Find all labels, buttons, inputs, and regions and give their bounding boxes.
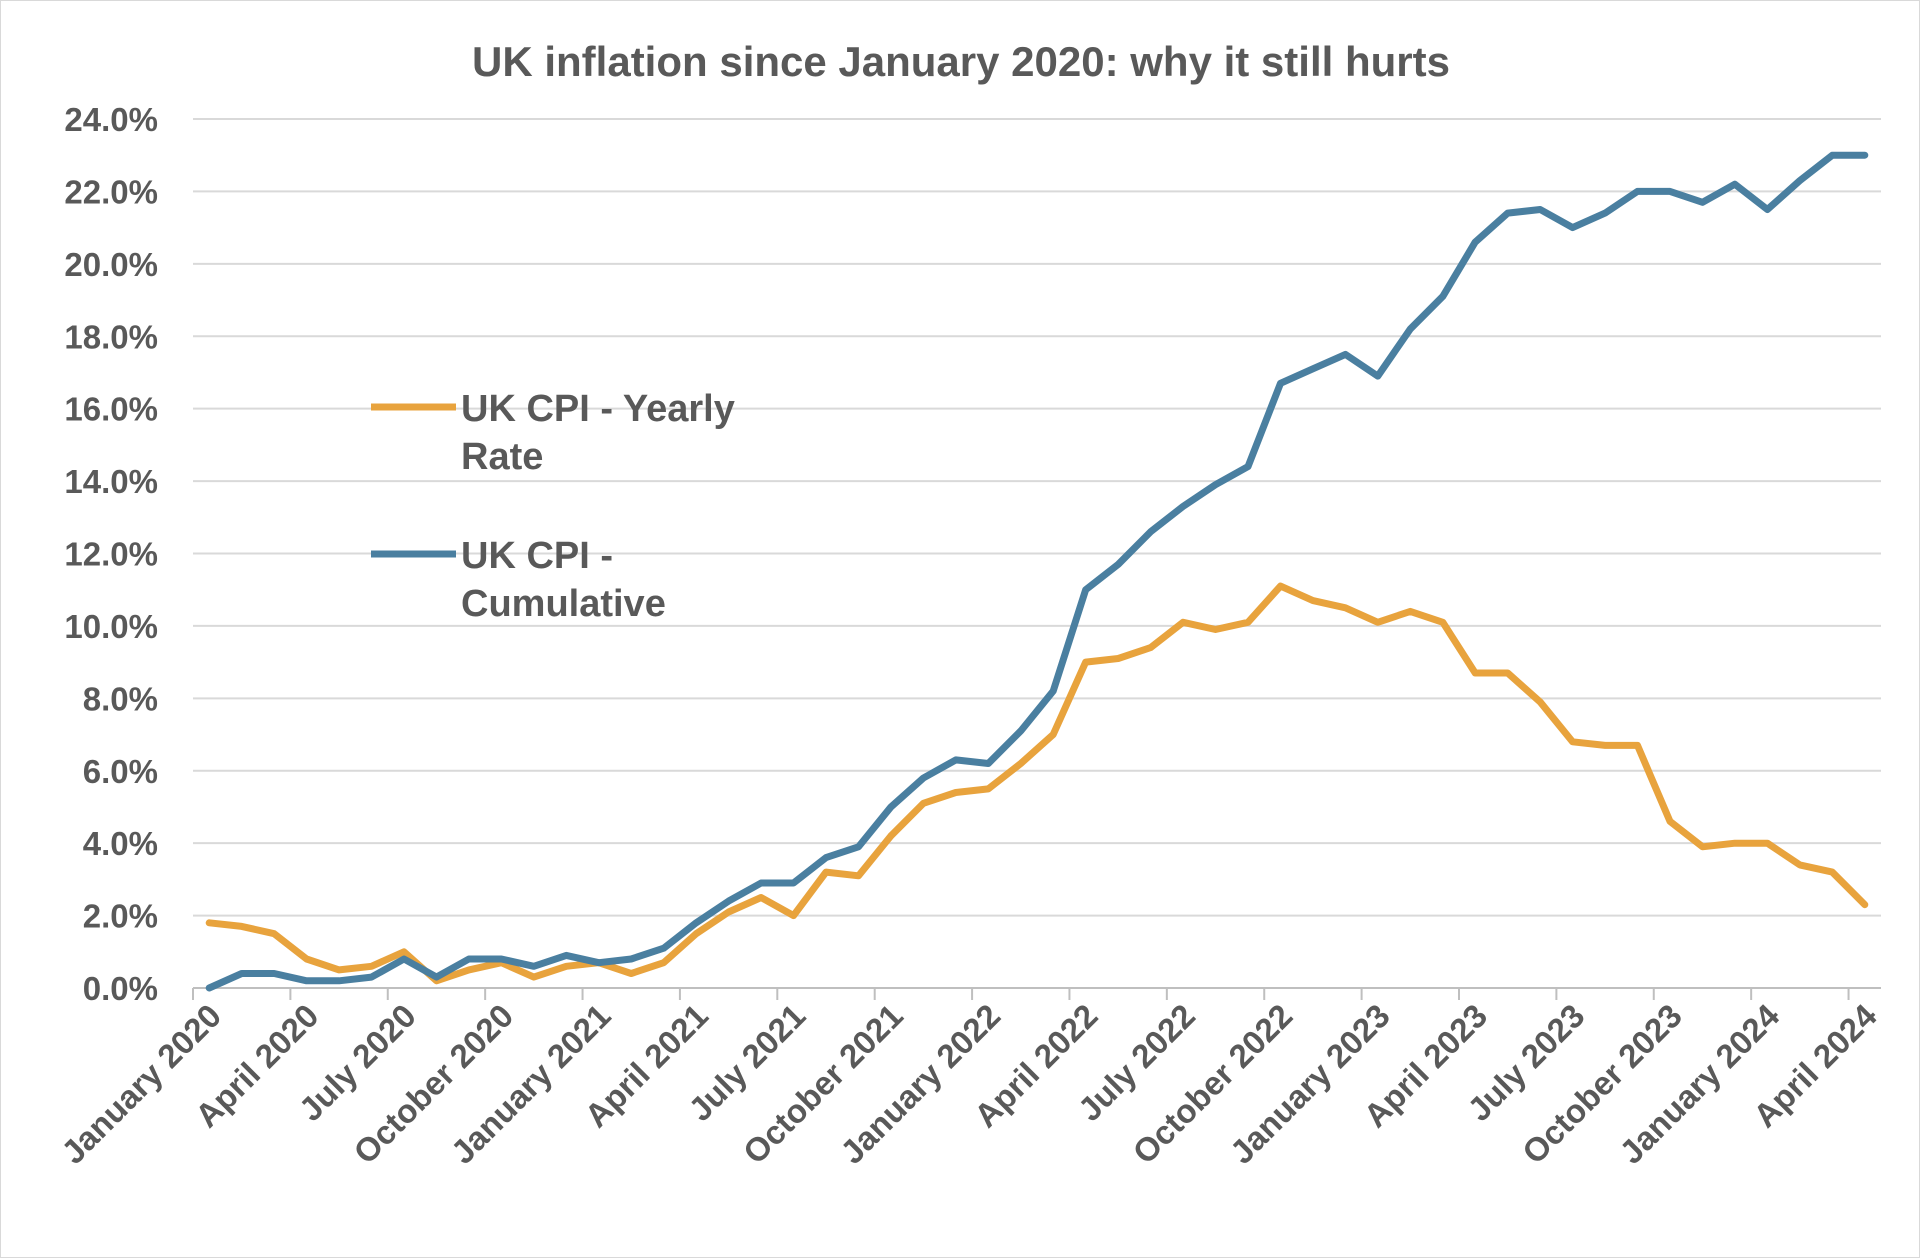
y-tick-label: 22.0% [64,173,158,210]
legend-label-cumulative-line1: UK CPI - [461,535,613,577]
gridlines [193,118,1881,989]
y-tick-label: 14.0% [64,463,158,500]
y-tick-label: 2.0% [83,898,158,935]
y-tick-label: 20.0% [64,246,158,283]
legend-label-cumulative-line2: Cumulative [461,583,666,625]
y-tick-label: 24.0% [64,101,158,138]
legend-label-cumulative: UK CPI - Cumulative [461,535,666,625]
y-tick-label: 12.0% [64,536,158,573]
series-line-cumulative [205,151,1869,992]
legend-label-yearly-rate-line2: Rate [461,436,543,478]
legend-label-yearly-rate-line1: UK CPI - Yearly [461,388,735,430]
y-axis-ticks: 0.0% 2.0% 4.0% 6.0% 8.0% 10.0% 12.0% 14.0% 16.0%… [64,101,158,1007]
y-tick-label: 0.0% [83,970,158,1007]
legend-label-yearly-rate: UK CPI - Yearly Rate [461,388,745,478]
y-tick-label: 6.0% [83,753,158,790]
series-lines [205,151,1869,992]
y-tick-label: 16.0% [64,391,158,428]
chart-title: UK inflation since January 2020: why it … [472,38,1450,85]
y-tick-label: 4.0% [83,825,158,862]
series-line-yearly-rate [205,582,1869,985]
y-tick-label: 10.0% [64,608,158,645]
y-tick-label: 18.0% [64,318,158,355]
y-tick-label: 8.0% [83,680,158,717]
x-tick-label: January 2020 [54,997,228,1171]
legend: UK CPI - Yearly Rate UK CPI - Cumulative [371,388,745,625]
